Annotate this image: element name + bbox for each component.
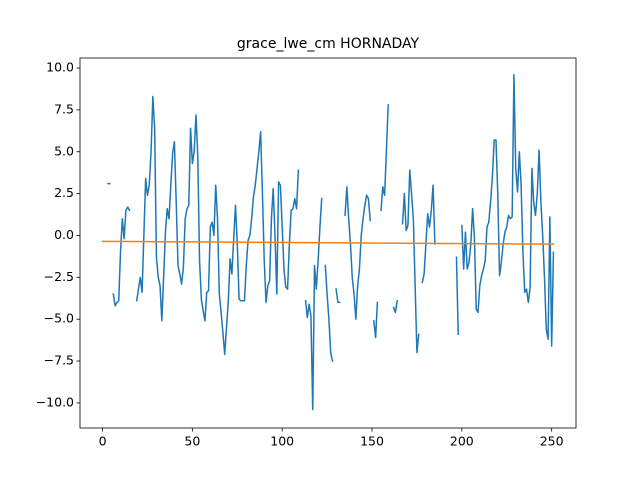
x-tick-label: 150 [360, 434, 384, 449]
y-tick-label: −10.0 [36, 394, 74, 409]
x-tick-label: 100 [270, 434, 294, 449]
y-tick-label: 5.0 [54, 143, 74, 158]
x-tick-label: 200 [450, 434, 474, 449]
x-tick-label: 50 [184, 434, 200, 449]
line-series [107, 73, 555, 411]
x-tick-label: 250 [540, 434, 564, 449]
y-tick-label: 2.5 [54, 185, 74, 200]
y-tick-label: −5.0 [44, 311, 74, 326]
y-tick-label: 10.0 [46, 60, 74, 75]
chart-title: grace_lwe_cm HORNADAY [237, 36, 420, 52]
y-tick-label: −7.5 [44, 353, 74, 368]
plot-frame [79, 57, 577, 429]
y-tick-label: −2.5 [44, 269, 74, 284]
x-tick-label: 0 [99, 434, 107, 449]
y-tick-label: 0.0 [54, 227, 74, 242]
y-tick-label: 7.5 [54, 101, 74, 116]
line-series [101, 240, 555, 245]
